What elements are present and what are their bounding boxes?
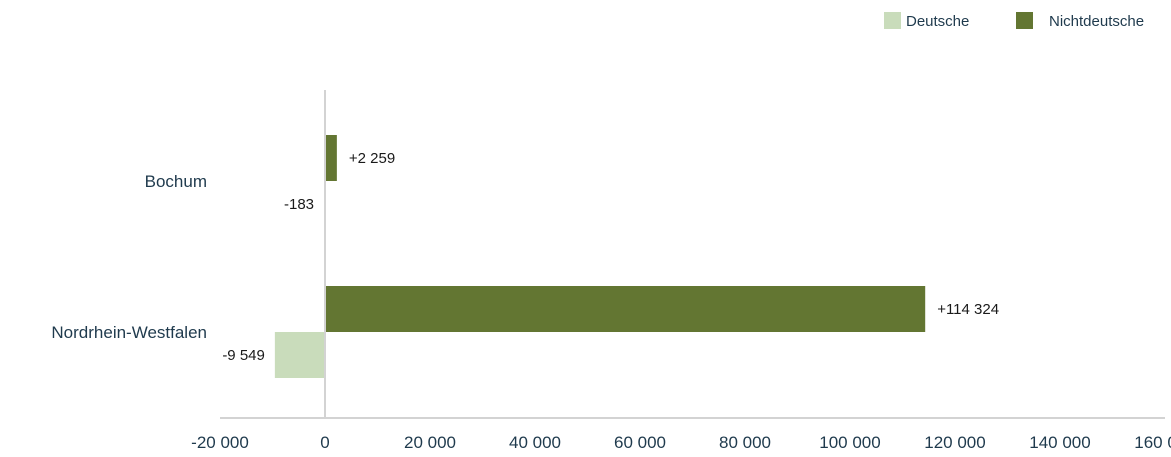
x-tick-label: 60 000 [614, 433, 666, 452]
x-tick-label: 80 000 [719, 433, 771, 452]
x-tick-label: 160 000 [1134, 433, 1171, 452]
x-tick-label: 140 000 [1029, 433, 1090, 452]
bar-bochum-nichtdeutsche [325, 135, 337, 181]
x-tick-label: 100 000 [819, 433, 880, 452]
bars [274, 135, 926, 378]
axes [220, 90, 1165, 419]
legend-swatch-nichtdeutsche [1016, 12, 1033, 29]
bar-nordrhein-westfalen-nichtdeutsche [325, 286, 926, 332]
x-tick-label: 0 [320, 433, 329, 452]
category-labels: Bochum Nordrhein-Westfalen [51, 172, 207, 342]
data-labels: +2 259 -183 +114 324 -9 549 [222, 150, 999, 364]
data-label-bochum-deutsche: -183 [284, 196, 314, 213]
x-tick-label: 20 000 [404, 433, 456, 452]
data-label-nordrhein-westfalen-nichtdeutsche: +114 324 [937, 301, 999, 318]
category-label-bochum: Bochum [145, 172, 207, 191]
legend-label-nichtdeutsche: Nichtdeutsche [1049, 13, 1144, 30]
legend-swatch-deutsche [884, 12, 901, 29]
x-tick-labels: -20 000 0 20 000 40 000 60 000 80 000 100 000 1… [191, 433, 1171, 452]
bar-nordrhein-westfalen-deutsche [274, 332, 325, 378]
x-tick-label: -20 000 [191, 433, 249, 452]
data-label-bochum-nichtdeutsche: +2 259 [349, 150, 395, 167]
legend: Deutsche Nichtdeutsche [884, 12, 1144, 30]
legend-label-deutsche: Deutsche [906, 13, 969, 30]
x-tick-label: 120 000 [924, 433, 985, 452]
category-label-nordrhein-westfalen: Nordrhein-Westfalen [51, 323, 207, 342]
data-label-nordrhein-westfalen-deutsche: -9 549 [222, 347, 265, 364]
x-tick-label: 40 000 [509, 433, 561, 452]
